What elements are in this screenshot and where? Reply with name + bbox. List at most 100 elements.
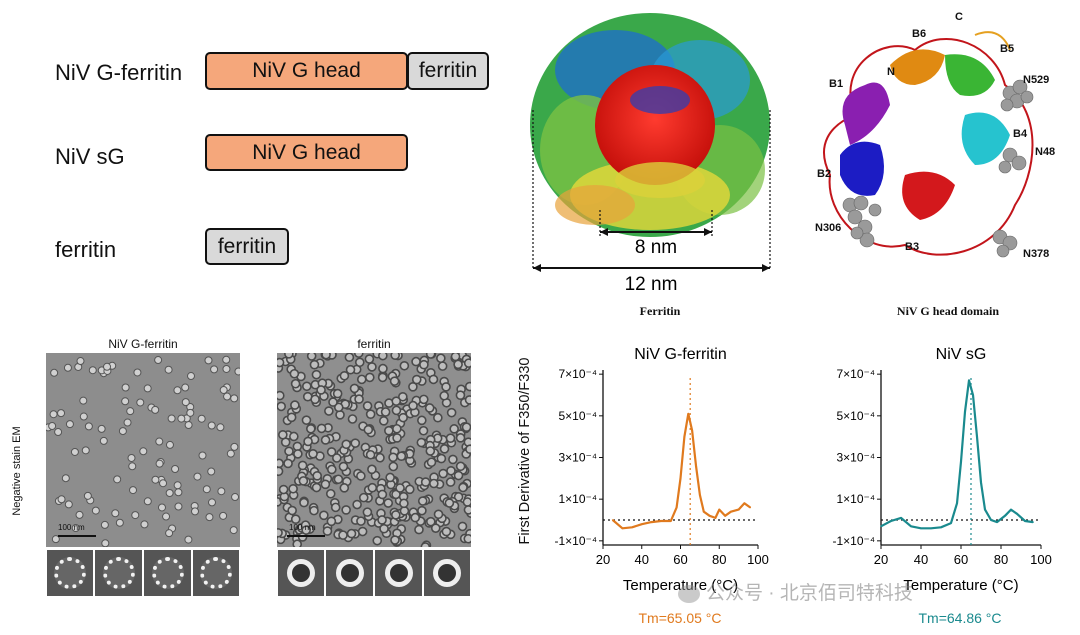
y-tick-label: -1×10⁻⁴ xyxy=(832,534,875,548)
em-particle xyxy=(378,416,389,426)
em-particles xyxy=(277,353,471,547)
em-particle xyxy=(173,481,182,490)
em-particle xyxy=(129,486,138,495)
em-particle xyxy=(420,542,431,547)
em-particle xyxy=(84,422,93,431)
em-particle xyxy=(445,477,456,487)
em-particle xyxy=(292,539,303,547)
em-particle xyxy=(333,402,344,413)
em-particle xyxy=(417,496,428,506)
em-particle xyxy=(311,482,322,493)
em-particle xyxy=(320,435,331,445)
em-particle xyxy=(88,366,97,375)
em-particle xyxy=(392,423,402,434)
em-particle xyxy=(377,489,388,500)
em-particle xyxy=(367,464,377,475)
em-particle xyxy=(121,397,130,406)
head-label: B4 xyxy=(1013,128,1028,140)
em-particle xyxy=(364,372,375,383)
data-point xyxy=(900,517,902,519)
em-particle xyxy=(464,395,471,405)
x-axis-label: Temperature (°C) xyxy=(903,577,1018,594)
em-particle xyxy=(417,505,427,516)
em-particle xyxy=(328,397,338,407)
em-particle xyxy=(419,359,429,370)
em-particle xyxy=(433,509,444,520)
em-particle xyxy=(363,424,374,435)
em-particle xyxy=(173,386,182,395)
data-point xyxy=(699,494,701,496)
chart-niv-sg: NiV sG 7×10⁻⁴ 5×10⁻⁴ 3×10⁻⁴ 1×10⁻⁴ -1×10⁻⁴ 20 4… xyxy=(832,346,1051,594)
em-particle xyxy=(362,507,373,517)
em-particle xyxy=(433,412,443,423)
head-label: B2 xyxy=(817,168,831,180)
em-particle xyxy=(181,398,190,407)
series-line xyxy=(611,412,751,530)
em-right-title: ferritin xyxy=(357,337,391,351)
em-particle xyxy=(388,452,398,463)
em-particle xyxy=(54,428,63,437)
ferritin-outer-dimension: 12 nm xyxy=(625,274,678,295)
em-particle xyxy=(312,471,323,481)
em-particle xyxy=(121,383,130,392)
em-particle xyxy=(83,491,92,500)
em-particle xyxy=(131,511,140,520)
em-particle xyxy=(399,498,409,509)
em-particle xyxy=(65,420,74,429)
em-particle xyxy=(91,506,100,515)
em-particle xyxy=(277,390,285,401)
chart-ylabel: First Derivative of F350/F330 xyxy=(517,357,533,545)
niv-g-head-text: NiV G head xyxy=(252,59,361,82)
em-particle xyxy=(441,526,452,537)
em-particle xyxy=(399,360,410,371)
data-point xyxy=(708,515,711,517)
data-point xyxy=(691,429,693,432)
em-particle xyxy=(356,516,366,526)
em-particle xyxy=(171,464,180,473)
data-point xyxy=(695,465,697,467)
class-average-particle xyxy=(433,559,461,587)
data-point xyxy=(621,527,624,530)
em-particle xyxy=(303,436,313,447)
y-tick-label: 7×10⁻⁴ xyxy=(558,367,597,381)
em-particle xyxy=(290,400,300,410)
scale-bar-label: 100 nm xyxy=(58,523,85,532)
em-particle xyxy=(437,361,448,371)
em-particle xyxy=(126,407,135,416)
data-point xyxy=(670,520,672,522)
em-particle xyxy=(277,458,284,469)
em-particle xyxy=(349,383,360,394)
em-particle xyxy=(284,446,294,457)
niv-g-head-box: NiV G head xyxy=(205,52,408,90)
ferritin-inner-dimension: 8 nm xyxy=(635,237,677,258)
head-label: N xyxy=(887,66,895,78)
em-particle xyxy=(354,357,365,368)
data-point xyxy=(714,517,717,519)
em-particle xyxy=(159,479,168,488)
y-tick-label: 3×10⁻⁴ xyxy=(558,451,597,465)
em-particle xyxy=(184,421,193,430)
y-tick-label: 3×10⁻⁴ xyxy=(836,451,875,465)
x-tick-label: 80 xyxy=(712,552,726,567)
data-point xyxy=(984,508,986,511)
niv-g-head-text: NiV G head xyxy=(252,140,361,164)
data-point xyxy=(675,506,678,509)
em-particle xyxy=(325,488,336,499)
em-particle xyxy=(155,437,164,446)
em-particle xyxy=(353,353,364,358)
data-point xyxy=(631,526,633,529)
class-average-particle xyxy=(54,557,86,589)
em-particle xyxy=(414,524,424,535)
em-particle xyxy=(101,539,110,547)
em-particle xyxy=(338,461,349,472)
em-particle xyxy=(428,374,439,385)
em-particle xyxy=(143,497,152,506)
em-particle xyxy=(364,354,375,364)
em-particle xyxy=(277,527,283,538)
em-particle xyxy=(118,427,127,436)
data-point xyxy=(724,515,726,517)
niv-g-head-box: NiV G head xyxy=(205,134,408,171)
class-average xyxy=(374,549,423,597)
em-particle xyxy=(341,505,351,515)
em-particle xyxy=(346,528,357,539)
